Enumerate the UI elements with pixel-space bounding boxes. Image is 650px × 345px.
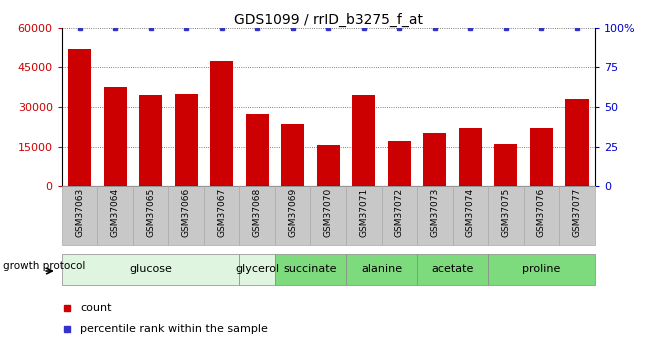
- Bar: [204, 186, 239, 245]
- Bar: [566, 99, 588, 186]
- Bar: [103, 87, 127, 186]
- Bar: [382, 186, 417, 245]
- Bar: [139, 95, 162, 186]
- Bar: [317, 145, 340, 186]
- Text: glucose: glucose: [129, 264, 172, 274]
- Text: alanine: alanine: [361, 264, 402, 274]
- Bar: [281, 124, 304, 186]
- Bar: [452, 186, 488, 245]
- Text: GSM37077: GSM37077: [573, 187, 582, 237]
- Bar: [133, 186, 168, 245]
- Bar: [246, 114, 268, 186]
- Bar: [488, 186, 524, 245]
- Bar: [98, 186, 133, 245]
- Bar: [210, 61, 233, 186]
- Text: GSM37075: GSM37075: [501, 187, 510, 237]
- Bar: [168, 186, 204, 245]
- Text: GSM37072: GSM37072: [395, 187, 404, 237]
- Bar: [175, 94, 198, 186]
- Bar: [62, 186, 98, 245]
- Text: succinate: succinate: [284, 264, 337, 274]
- Bar: [275, 186, 311, 245]
- Text: GSM37069: GSM37069: [288, 187, 297, 237]
- Bar: [488, 254, 595, 285]
- Text: count: count: [81, 303, 112, 313]
- Bar: [417, 186, 452, 245]
- Bar: [459, 128, 482, 186]
- Text: GSM37064: GSM37064: [111, 187, 120, 237]
- Bar: [352, 95, 375, 186]
- Text: GSM37076: GSM37076: [537, 187, 546, 237]
- Bar: [530, 128, 553, 186]
- Text: GSM37073: GSM37073: [430, 187, 439, 237]
- Bar: [495, 144, 517, 186]
- Bar: [239, 254, 275, 285]
- Text: GSM37065: GSM37065: [146, 187, 155, 237]
- Text: GSM37066: GSM37066: [181, 187, 190, 237]
- Text: GSM37071: GSM37071: [359, 187, 369, 237]
- Text: percentile rank within the sample: percentile rank within the sample: [81, 324, 268, 334]
- Bar: [417, 254, 488, 285]
- Text: GSM37074: GSM37074: [466, 187, 475, 237]
- Bar: [524, 186, 559, 245]
- Bar: [423, 134, 447, 186]
- Bar: [239, 186, 275, 245]
- Bar: [275, 254, 346, 285]
- Text: glycerol: glycerol: [235, 264, 280, 274]
- Title: GDS1099 / rrID_b3275_f_at: GDS1099 / rrID_b3275_f_at: [234, 12, 422, 27]
- Bar: [388, 141, 411, 186]
- Text: GSM37068: GSM37068: [253, 187, 262, 237]
- Bar: [346, 254, 417, 285]
- Text: GSM37063: GSM37063: [75, 187, 84, 237]
- Bar: [346, 186, 382, 245]
- Bar: [559, 186, 595, 245]
- Bar: [62, 254, 239, 285]
- Text: acetate: acetate: [432, 264, 474, 274]
- Text: GSM37070: GSM37070: [324, 187, 333, 237]
- Bar: [68, 49, 91, 186]
- Text: GSM37067: GSM37067: [217, 187, 226, 237]
- Text: proline: proline: [522, 264, 561, 274]
- Text: growth protocol: growth protocol: [3, 261, 86, 270]
- Bar: [311, 186, 346, 245]
